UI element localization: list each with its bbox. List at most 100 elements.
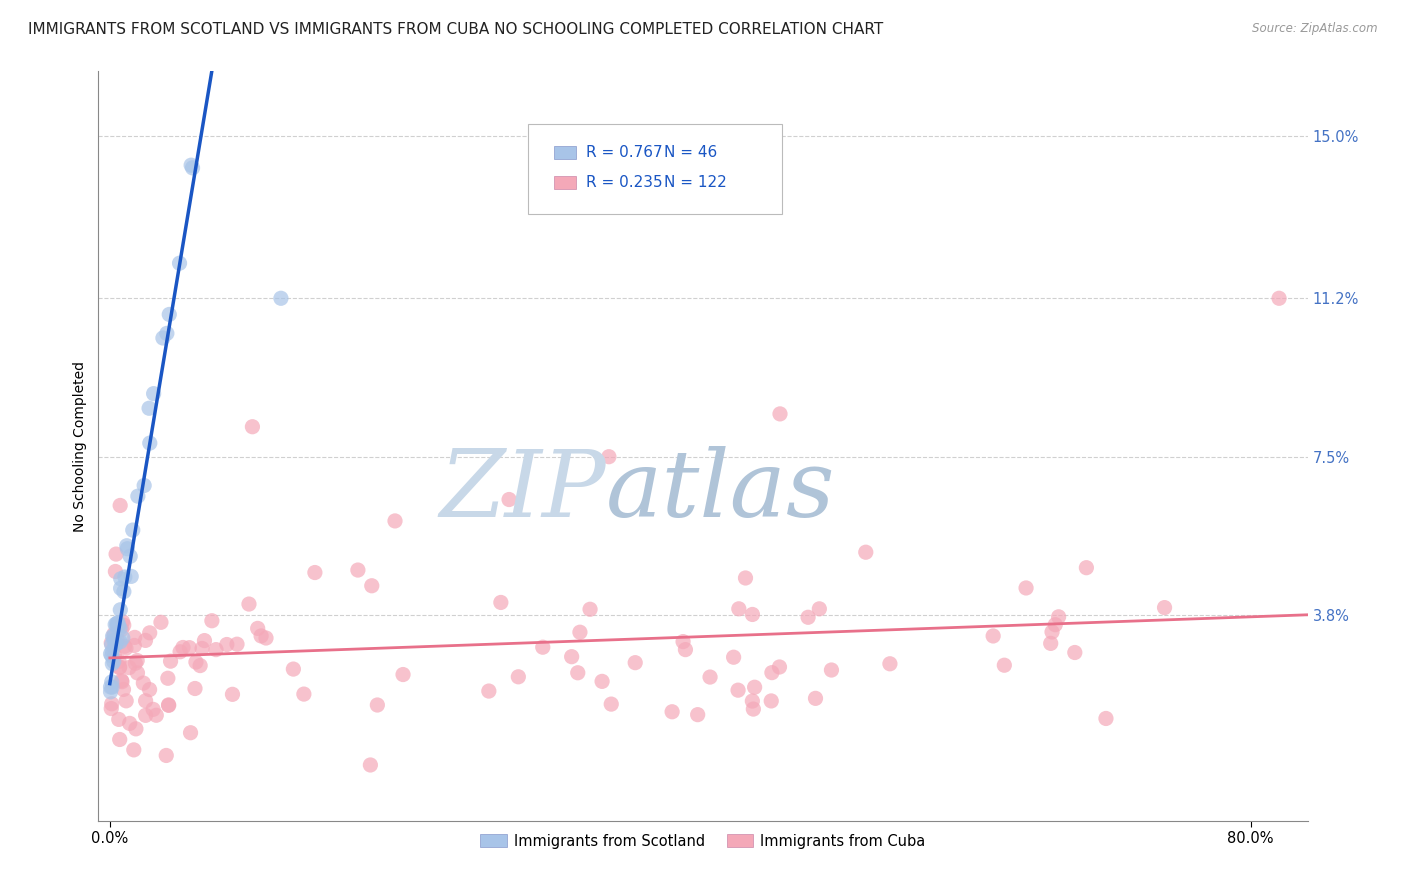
Point: [180, 158, 202, 172]
Point: [110, 572, 132, 586]
Point: [184, 681, 207, 696]
Point: [101, 644, 124, 658]
Point: [879, 657, 901, 671]
Point: [1047, 609, 1070, 624]
Point: [598, 450, 620, 464]
Point: [699, 670, 721, 684]
Point: [180, 725, 202, 739]
Point: [134, 633, 156, 648]
Point: [110, 635, 132, 649]
Text: R = 0.767: R = 0.767: [586, 145, 662, 160]
Point: [734, 571, 756, 585]
Y-axis label: No Schooling Completed: No Schooling Completed: [73, 360, 87, 532]
Point: [761, 665, 783, 680]
Point: [193, 633, 215, 648]
Point: [205, 642, 228, 657]
Point: [111, 623, 134, 637]
Point: [561, 649, 583, 664]
Point: [169, 256, 191, 270]
Point: [111, 615, 134, 629]
Point: [101, 680, 124, 694]
Point: [191, 641, 214, 656]
Point: [169, 645, 191, 659]
Point: [127, 489, 149, 503]
Point: [600, 697, 623, 711]
Point: [808, 602, 831, 616]
Point: [238, 597, 260, 611]
Point: [105, 632, 128, 647]
Point: [742, 702, 765, 716]
Point: [761, 694, 783, 708]
Point: [181, 161, 204, 175]
Point: [127, 654, 149, 668]
Point: [1040, 624, 1063, 639]
Point: [125, 722, 148, 736]
Point: [100, 697, 122, 711]
Point: [117, 541, 139, 556]
Point: [100, 636, 122, 650]
Point: [1015, 581, 1038, 595]
Point: [1095, 711, 1118, 725]
Text: atlas: atlas: [606, 446, 835, 536]
Point: [727, 683, 749, 698]
Point: [100, 647, 122, 661]
Point: [254, 631, 277, 645]
Point: [112, 682, 135, 697]
Point: [360, 579, 382, 593]
Point: [122, 743, 145, 757]
Point: [567, 665, 589, 680]
Point: [108, 621, 131, 635]
Point: [103, 633, 125, 648]
Point: [124, 631, 146, 645]
Text: Source: ZipAtlas.com: Source: ZipAtlas.com: [1253, 22, 1378, 36]
Point: [145, 708, 167, 723]
Point: [107, 617, 129, 632]
Point: [156, 671, 179, 685]
Point: [1039, 636, 1062, 650]
Text: N = 46: N = 46: [664, 145, 717, 160]
Point: [105, 616, 128, 631]
Point: [101, 629, 124, 643]
Point: [135, 694, 157, 708]
Point: [157, 308, 180, 322]
Point: [104, 565, 127, 579]
Point: [108, 661, 131, 675]
Point: [103, 627, 125, 641]
Point: [104, 617, 127, 632]
Point: [392, 667, 415, 681]
Point: [108, 732, 131, 747]
Text: R = 0.235: R = 0.235: [586, 175, 662, 190]
Point: [993, 658, 1015, 673]
Point: [855, 545, 877, 559]
Point: [531, 640, 554, 655]
Point: [115, 641, 138, 656]
Point: [188, 658, 211, 673]
Point: [675, 642, 697, 657]
Legend: Immigrants from Scotland, Immigrants from Cuba: Immigrants from Scotland, Immigrants fro…: [474, 828, 932, 855]
Point: [1076, 560, 1098, 574]
Point: [100, 680, 122, 694]
Point: [283, 662, 305, 676]
Point: [226, 637, 249, 651]
Point: [111, 674, 134, 689]
Point: [100, 638, 122, 652]
Point: [108, 499, 131, 513]
Point: [156, 326, 179, 341]
Point: [1153, 600, 1175, 615]
Point: [101, 657, 124, 671]
Point: [1063, 646, 1085, 660]
Point: [797, 610, 820, 624]
Text: IMMIGRANTS FROM SCOTLAND VS IMMIGRANTS FROM CUBA NO SCHOOLING COMPLETED CORRELAT: IMMIGRANTS FROM SCOTLAND VS IMMIGRANTS F…: [28, 22, 883, 37]
Point: [347, 563, 370, 577]
Point: [768, 660, 790, 674]
Point: [111, 631, 134, 645]
Point: [157, 698, 180, 713]
Point: [107, 713, 129, 727]
Point: [107, 615, 129, 630]
Point: [104, 638, 127, 652]
Point: [152, 331, 174, 345]
Point: [105, 619, 128, 633]
Point: [498, 492, 520, 507]
Point: [115, 694, 138, 708]
Point: [242, 419, 264, 434]
